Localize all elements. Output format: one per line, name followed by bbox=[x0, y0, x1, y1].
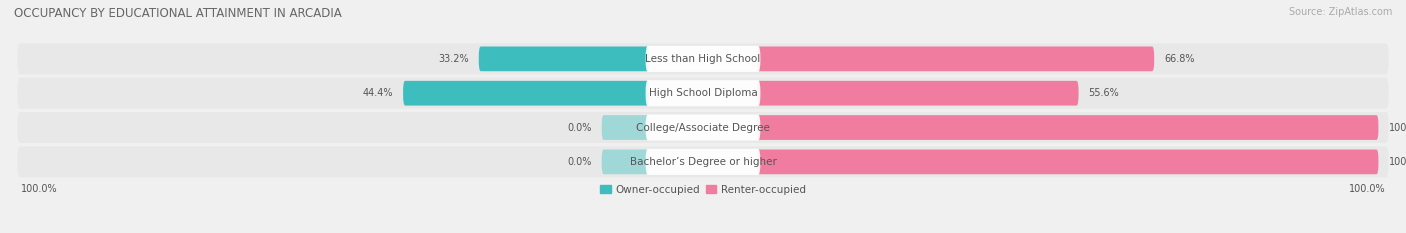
FancyBboxPatch shape bbox=[645, 46, 761, 72]
Text: 100.0%: 100.0% bbox=[1348, 184, 1385, 194]
Legend: Owner-occupied, Renter-occupied: Owner-occupied, Renter-occupied bbox=[596, 181, 810, 199]
Text: 66.8%: 66.8% bbox=[1164, 54, 1195, 64]
FancyBboxPatch shape bbox=[645, 114, 761, 140]
Text: 100.0%: 100.0% bbox=[1389, 123, 1406, 133]
FancyBboxPatch shape bbox=[602, 115, 650, 140]
FancyBboxPatch shape bbox=[479, 47, 650, 71]
Text: 100.0%: 100.0% bbox=[21, 184, 58, 194]
Text: 0.0%: 0.0% bbox=[567, 123, 592, 133]
FancyBboxPatch shape bbox=[404, 81, 650, 106]
FancyBboxPatch shape bbox=[756, 81, 1078, 106]
FancyBboxPatch shape bbox=[17, 146, 1389, 177]
FancyBboxPatch shape bbox=[645, 80, 761, 106]
FancyBboxPatch shape bbox=[756, 47, 1154, 71]
Text: OCCUPANCY BY EDUCATIONAL ATTAINMENT IN ARCADIA: OCCUPANCY BY EDUCATIONAL ATTAINMENT IN A… bbox=[14, 7, 342, 20]
Text: Less than High School: Less than High School bbox=[645, 54, 761, 64]
Text: Bachelor’s Degree or higher: Bachelor’s Degree or higher bbox=[630, 157, 776, 167]
FancyBboxPatch shape bbox=[756, 115, 1378, 140]
Text: 100.0%: 100.0% bbox=[1389, 157, 1406, 167]
FancyBboxPatch shape bbox=[17, 43, 1389, 74]
Text: College/Associate Degree: College/Associate Degree bbox=[636, 123, 770, 133]
FancyBboxPatch shape bbox=[645, 149, 761, 175]
Text: 44.4%: 44.4% bbox=[363, 88, 392, 98]
Text: High School Diploma: High School Diploma bbox=[648, 88, 758, 98]
FancyBboxPatch shape bbox=[17, 78, 1389, 109]
FancyBboxPatch shape bbox=[602, 150, 650, 174]
Text: 55.6%: 55.6% bbox=[1088, 88, 1119, 98]
Text: 0.0%: 0.0% bbox=[567, 157, 592, 167]
FancyBboxPatch shape bbox=[17, 112, 1389, 143]
Text: 33.2%: 33.2% bbox=[439, 54, 468, 64]
Text: Source: ZipAtlas.com: Source: ZipAtlas.com bbox=[1288, 7, 1392, 17]
FancyBboxPatch shape bbox=[756, 150, 1378, 174]
